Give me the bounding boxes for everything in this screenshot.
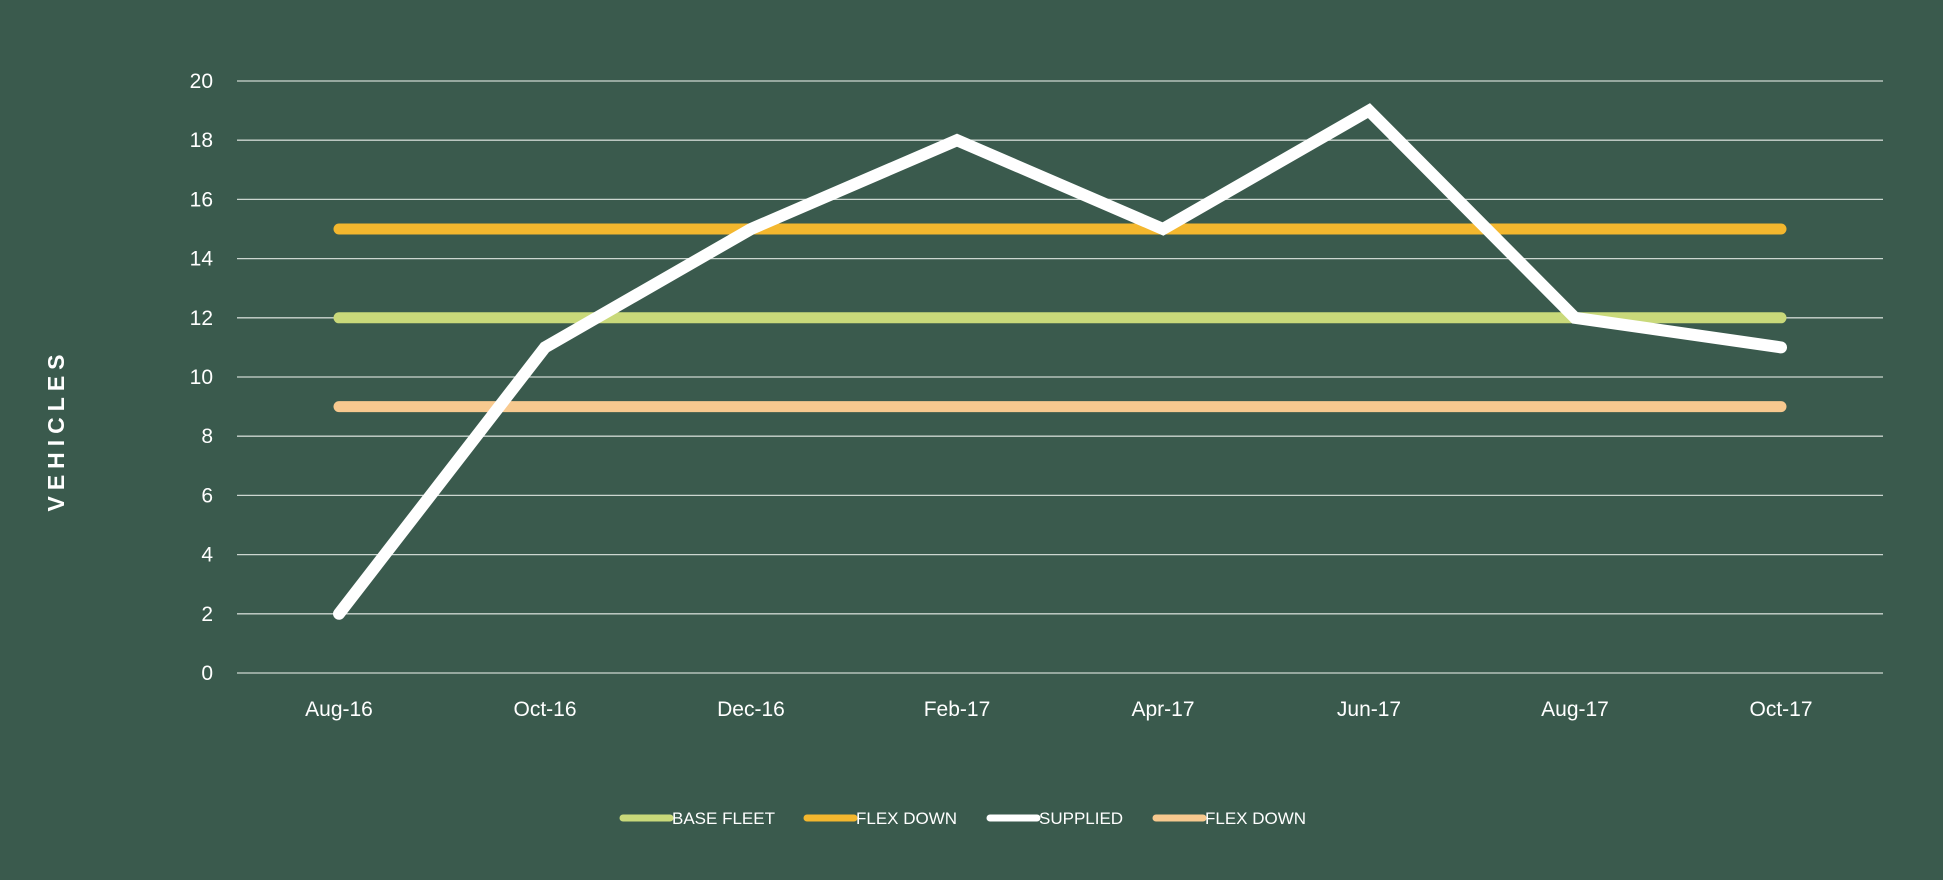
x-tick-label: Aug-16 xyxy=(305,698,373,721)
legend-label: BASE FLEET xyxy=(672,809,775,828)
y-tick-label: 14 xyxy=(190,248,214,271)
y-tick-label: 2 xyxy=(201,603,213,626)
y-tick-label: 18 xyxy=(190,129,213,152)
y-tick-label: 8 xyxy=(201,425,213,448)
x-tick-label: Oct-17 xyxy=(1749,698,1812,721)
legend: BASE FLEET FLEX DOWN SUPPLIED FLEX DOWN xyxy=(619,809,1306,828)
y-tick-label: 20 xyxy=(190,70,213,93)
x-tick-label: Apr-17 xyxy=(1131,698,1194,721)
x-tick-label: Jun-17 xyxy=(1337,698,1401,721)
x-tick-label: Feb-17 xyxy=(924,698,991,721)
y-tick-label: 0 xyxy=(201,662,213,685)
y-tick-label: 6 xyxy=(201,484,213,507)
legend-label: FLEX DOWN xyxy=(1205,809,1306,828)
x-tick-label: Dec-16 xyxy=(717,698,785,721)
legend-label: SUPPLIED xyxy=(1039,809,1123,828)
y-axis-label: VEHICLES xyxy=(43,348,69,511)
x-tick-label: Oct-16 xyxy=(513,698,576,721)
y-tick-label: 4 xyxy=(201,544,213,567)
gridlines xyxy=(237,80,1883,674)
y-tick-label: 10 xyxy=(190,366,213,389)
series-lines xyxy=(333,103,1787,620)
series-line-3 xyxy=(333,103,1787,620)
x-axis-ticks: Aug-16 Oct-16 Dec-16 Feb-17 Apr-17 Jun-17 Aug-… xyxy=(305,698,1812,721)
legend-label: FLEX DOWN xyxy=(856,809,957,828)
y-tick-label: 12 xyxy=(190,307,213,330)
x-tick-label: Aug-17 xyxy=(1541,698,1609,721)
y-tick-label: 16 xyxy=(190,188,213,211)
y-axis-ticks: 0 2 4 6 8 10 12 14 16 18 20 xyxy=(190,70,214,685)
